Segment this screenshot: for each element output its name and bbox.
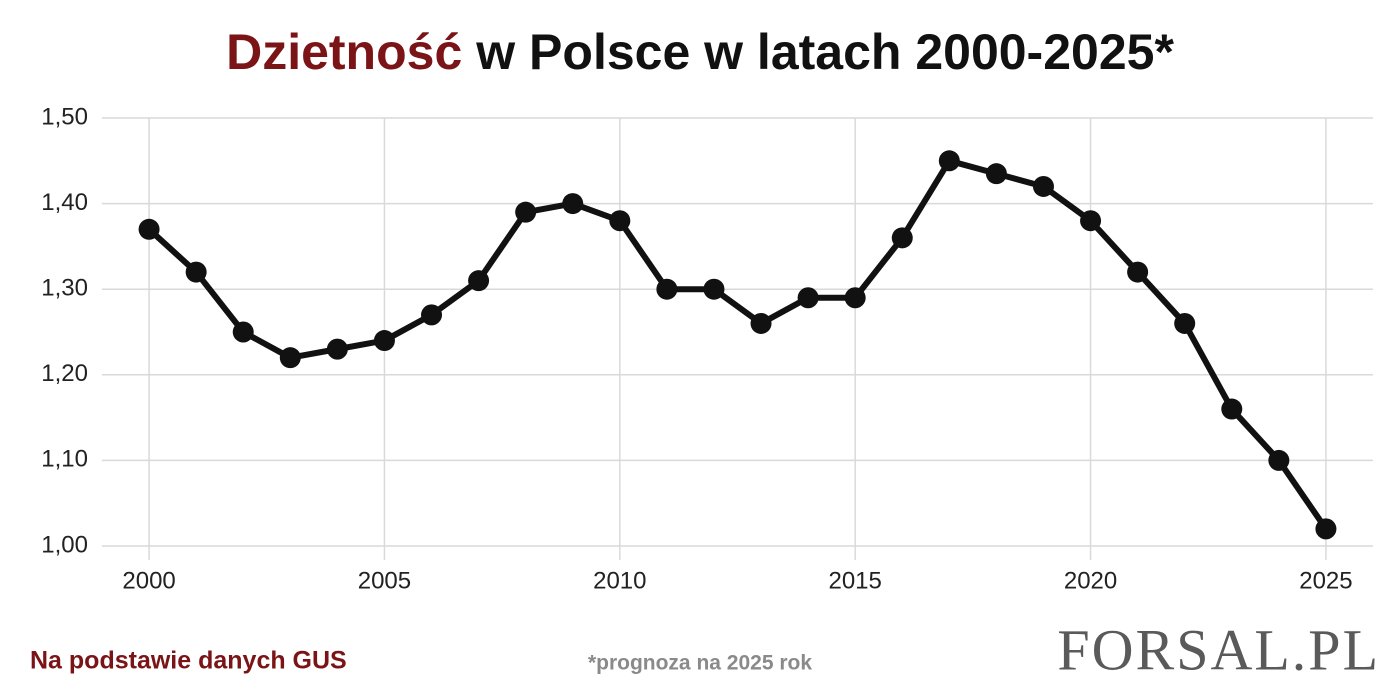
marker <box>985 163 1007 185</box>
marker <box>1174 312 1196 334</box>
y-tick-label: 1,50 <box>41 103 88 130</box>
source: Na podstawie danych GUS <box>30 647 347 675</box>
marker <box>891 227 913 249</box>
marker <box>1127 261 1149 283</box>
y-tick-label: 1,30 <box>41 275 88 302</box>
y-tick-label: 1,20 <box>41 360 88 387</box>
marker <box>138 218 160 240</box>
x-tick-label: 2020 <box>1064 567 1117 594</box>
marker <box>421 304 443 326</box>
marker <box>750 312 772 334</box>
marker <box>656 278 678 300</box>
logo: FORSAL.PL <box>1057 617 1380 682</box>
title-highlight: Dzietność <box>226 24 462 80</box>
marker <box>938 150 960 172</box>
marker <box>844 287 866 309</box>
marker <box>797 287 819 309</box>
marker <box>1315 518 1337 540</box>
marker <box>1221 398 1243 420</box>
marker <box>185 261 207 283</box>
title-text: w Polsce w latach 2000-2025* <box>475 24 1174 80</box>
marker <box>468 270 490 292</box>
line <box>147 157 1329 531</box>
marker <box>515 201 537 223</box>
x-tick-label: 2005 <box>358 567 411 594</box>
marker <box>609 210 631 232</box>
x-tick-label: 2015 <box>828 567 881 594</box>
note: *prognoza na 2025 rok <box>588 652 812 675</box>
marker <box>279 347 301 369</box>
chart-title: Dzietność w Polsce w latach 2000-2025* <box>226 24 1174 80</box>
x-tick-label: 2000 <box>122 567 175 594</box>
x-tick-label: 2025 <box>1299 567 1352 594</box>
marker <box>703 278 725 300</box>
marker <box>373 330 395 352</box>
x-tick-label: 2010 <box>593 567 646 594</box>
marker <box>1268 449 1290 471</box>
y-tick-label: 1,10 <box>41 446 88 473</box>
marker <box>562 193 584 215</box>
marker <box>1032 175 1054 197</box>
marker <box>326 338 348 360</box>
y-tick-label: 1,00 <box>41 531 88 558</box>
marker <box>232 321 254 343</box>
marker <box>1080 210 1102 232</box>
y-tick-label: 1,40 <box>41 189 88 216</box>
